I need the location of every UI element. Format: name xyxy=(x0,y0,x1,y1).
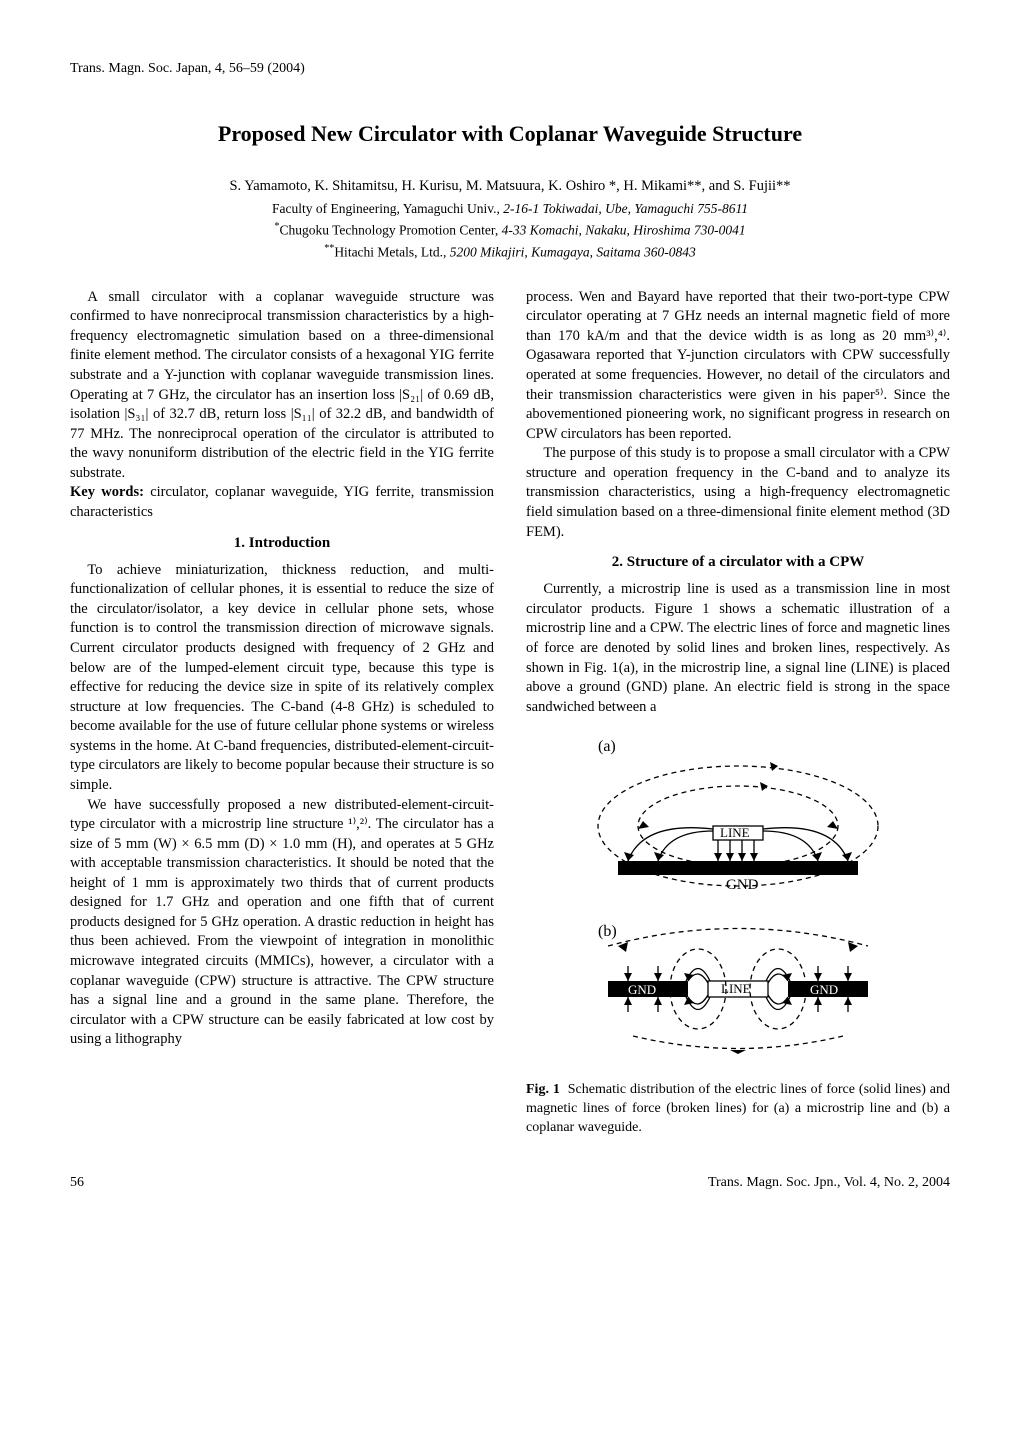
fig1b-gnd-left-label: GND xyxy=(628,982,656,997)
section-1-title: 1. Introduction xyxy=(70,533,494,553)
affiliation-1: Faculty of Engineering, Yamaguchi Univ.,… xyxy=(70,200,950,218)
right-column: process. Wen and Bayard have reported th… xyxy=(526,288,950,1138)
affil-addr: 5200 Mikajiri, Kumagaya, Saitama 360-084… xyxy=(450,245,696,260)
figure-1-caption: Fig. 1 Schematic distribution of the ele… xyxy=(526,1081,950,1138)
keywords-block: Key words: circulator, coplanar waveguid… xyxy=(70,483,494,522)
intro-paragraph-1: To achieve miniaturization, thickness re… xyxy=(70,561,494,796)
fig1b-group: GND LINE GND xyxy=(608,929,868,1055)
arrowhead-icon xyxy=(770,762,778,771)
fig1a-line-label: LINE xyxy=(720,825,750,840)
arrowhead-icon xyxy=(730,1050,746,1054)
section-2-title: 2. Structure of a circulator with a CPW xyxy=(526,552,950,572)
left-column: A small circulator with a coplanar waveg… xyxy=(70,288,494,1138)
fig1a-gnd-plane xyxy=(618,861,858,875)
fig1b-mag-outer-top xyxy=(608,929,868,947)
fig1-caption-label: Fig. 1 xyxy=(526,1082,560,1097)
page-number: 56 xyxy=(70,1174,84,1193)
figure-1: (a) GND LINE xyxy=(526,731,950,1071)
col2-paragraph-1: process. Wen and Bayard have reported th… xyxy=(526,288,950,445)
abstract-paragraph: A small circulator with a coplanar waveg… xyxy=(70,288,494,484)
page-footer: 56 Trans. Magn. Soc. Jpn., Vol. 4, No. 2… xyxy=(70,1174,950,1193)
fig1b-mag-outer-bot xyxy=(633,1036,843,1049)
affiliation-2: *Chugoku Technology Promotion Center, 4-… xyxy=(70,220,950,240)
fig1a-gnd-label-below: GND xyxy=(726,877,759,893)
authors-line: S. Yamamoto, K. Shitamitsu, H. Kurisu, M… xyxy=(70,177,950,197)
arrowhead-icon xyxy=(760,782,768,791)
affiliation-3: **Hitachi Metals, Ltd., 5200 Mikajiri, K… xyxy=(70,242,950,262)
fig1-label-b: (b) xyxy=(598,923,617,940)
fig1-caption-text: Schematic distribution of the electric l… xyxy=(526,1082,950,1135)
journal-reference: Trans. Magn. Soc. Japan, 4, 56–59 (2004) xyxy=(70,60,950,79)
arrowhead-icon xyxy=(848,942,858,952)
fig1a-group: GND LINE xyxy=(598,762,878,893)
sec2-paragraph-1: Currently, a microstrip line is used as … xyxy=(526,580,950,717)
affil-text: Faculty of Engineering, Yamaguchi Univ., xyxy=(272,201,503,216)
figure-1-svg: (a) GND LINE xyxy=(558,731,918,1071)
fig1a-efield-lines xyxy=(718,840,754,861)
paper-title: Proposed New Circulator with Coplanar Wa… xyxy=(70,119,950,149)
col2-paragraph-2: The purpose of this study is to propose … xyxy=(526,444,950,542)
fig1-label-a: (a) xyxy=(598,738,616,755)
affil-text: Chugoku Technology Promotion Center, xyxy=(279,223,501,238)
fig1a-efield-arrows xyxy=(714,853,758,861)
intro-paragraph-2: We have successfully proposed a new dist… xyxy=(70,796,494,1050)
keywords-label: Key words: xyxy=(70,484,144,500)
affil-addr: 4-33 Komachi, Nakaku, Hiroshima 730-0041 xyxy=(502,223,746,238)
affil-text: Hitachi Metals, Ltd., xyxy=(334,245,449,260)
affil-addr: 2-16-1 Tokiwadai, Ube, Yamaguchi 755-861… xyxy=(503,201,748,216)
two-column-body: A small circulator with a coplanar waveg… xyxy=(70,288,950,1138)
affil-prefix: ** xyxy=(324,243,334,254)
fig1b-gnd-right-label: GND xyxy=(810,982,838,997)
footer-journal: Trans. Magn. Soc. Jpn., Vol. 4, No. 2, 2… xyxy=(708,1174,950,1193)
